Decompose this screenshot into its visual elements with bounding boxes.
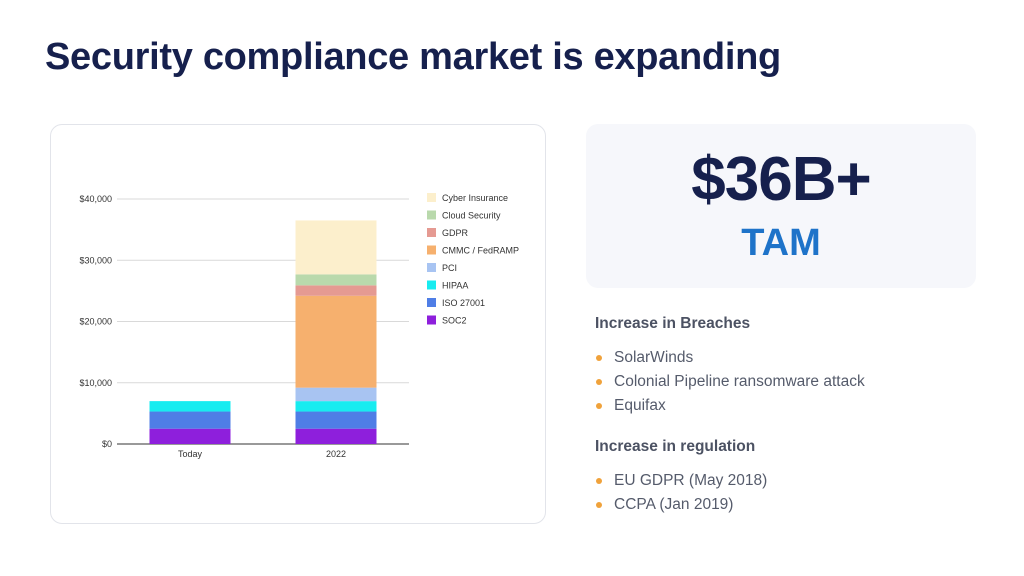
regulation-heading: Increase in regulation bbox=[595, 438, 756, 455]
legend-swatch bbox=[427, 210, 436, 220]
legend-label: CMMC / FedRAMP bbox=[442, 246, 519, 256]
legend-label: PCI bbox=[442, 263, 457, 273]
legend-swatch bbox=[427, 315, 436, 325]
y-tick-label: $30,000 bbox=[79, 255, 112, 265]
regulation-item-text: EU GDPR (May 2018) bbox=[614, 472, 768, 489]
legend-label: HIPAA bbox=[442, 281, 468, 291]
bar-segment-iso-27001 bbox=[295, 411, 377, 429]
bullet-icon bbox=[596, 379, 602, 385]
y-tick-label: $20,000 bbox=[79, 317, 112, 327]
legend-label: ISO 27001 bbox=[442, 298, 485, 308]
breach-item: SolarWinds bbox=[595, 346, 865, 370]
bullet-icon bbox=[596, 403, 602, 409]
chart-card: $0 $10,000 $20,000 $30,000 $40,000 Today 2022 C… bbox=[50, 124, 546, 524]
bar-segment-cloud-security bbox=[295, 274, 377, 286]
legend-label: SOC2 bbox=[442, 316, 467, 326]
breach-item-text: Colonial Pipeline ransomware attack bbox=[614, 373, 865, 390]
legend-swatch bbox=[427, 263, 436, 272]
legend-swatch bbox=[427, 245, 436, 255]
regulation-item: CCPA (Jan 2019) bbox=[595, 493, 767, 517]
breach-item: Colonial Pipeline ransomware attack bbox=[595, 370, 865, 394]
bullet-icon bbox=[596, 355, 602, 361]
bar-segment-soc2 bbox=[149, 428, 231, 444]
tam-value: $36B+ bbox=[691, 145, 871, 214]
breach-item: Equifax bbox=[595, 394, 865, 418]
bar-segment-hipaa bbox=[295, 401, 377, 412]
bar-segment-pci bbox=[295, 387, 377, 402]
breach-item-text: SolarWinds bbox=[614, 349, 694, 366]
legend-swatch bbox=[427, 193, 436, 202]
legend-label: Cyber Insurance bbox=[442, 193, 508, 203]
legend-label: Cloud Security bbox=[442, 211, 501, 221]
stacked-bar-chart: $0 $10,000 $20,000 $30,000 $40,000 Today 2022 C… bbox=[79, 193, 519, 459]
regulation-item: EU GDPR (May 2018) bbox=[595, 469, 767, 493]
breaches-list: SolarWinds Colonial Pipeline ransomware … bbox=[595, 346, 865, 418]
legend-swatch bbox=[427, 298, 436, 307]
y-tick-label: $10,000 bbox=[79, 378, 112, 388]
bar-segment-cyber-insurance bbox=[295, 220, 377, 275]
breach-item-text: Equifax bbox=[614, 397, 666, 414]
regulation-list: EU GDPR (May 2018) CCPA (Jan 2019) bbox=[595, 469, 767, 517]
bar-segment-soc2 bbox=[295, 428, 377, 444]
legend-swatch bbox=[427, 280, 436, 290]
tam-card: $36B+ TAM bbox=[586, 124, 976, 288]
bar-segment-iso-27001 bbox=[149, 411, 231, 429]
bar-segment-hipaa bbox=[149, 401, 231, 412]
legend-swatch bbox=[427, 228, 436, 237]
slide-title: Security compliance market is expanding bbox=[45, 36, 781, 78]
breaches-heading: Increase in Breaches bbox=[595, 315, 751, 332]
x-tick-label: 2022 bbox=[326, 449, 346, 459]
bullet-icon bbox=[596, 478, 602, 484]
regulation-item-text: CCPA (Jan 2019) bbox=[614, 496, 734, 513]
tam-label: TAM bbox=[741, 222, 821, 264]
y-tick-label: $40,000 bbox=[79, 194, 112, 204]
legend-label: GDPR bbox=[442, 228, 469, 238]
x-tick-label: Today bbox=[178, 449, 203, 459]
bar-segment-gdpr bbox=[295, 285, 377, 296]
y-tick-label: $0 bbox=[102, 439, 112, 449]
bullet-icon bbox=[596, 502, 602, 508]
bar-segment-cmmc-fedramp bbox=[295, 295, 377, 388]
